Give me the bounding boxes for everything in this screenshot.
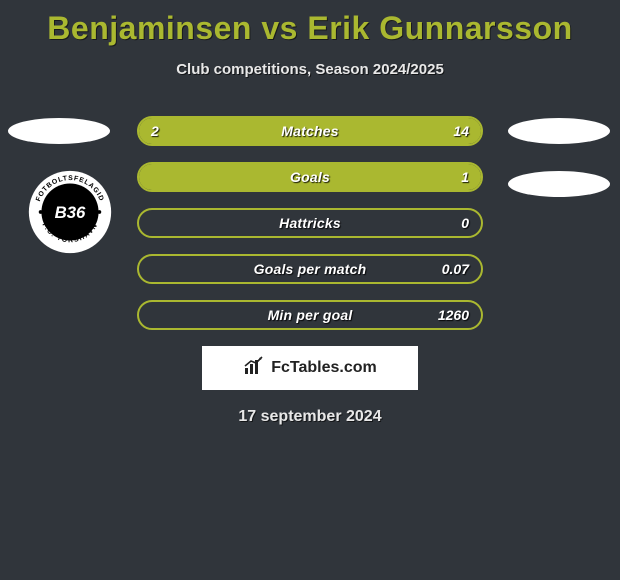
- comparison-block: FOTBOLTSFELAGID F.C. TORSHAVN B36 Matche…: [0, 116, 620, 426]
- stat-row: Goals1: [137, 162, 483, 192]
- stats-list: Matches2 14 Goals1 Hattricks0 Goals per matc…: [137, 116, 483, 330]
- stat-row: Min per goal1260: [137, 300, 483, 330]
- stat-label: Goals: [139, 164, 481, 190]
- page-title: Benjaminsen vs Erik Gunnarsson: [0, 0, 620, 47]
- stat-value-right: 14: [453, 118, 469, 144]
- player-left-badge-placeholder: [8, 118, 110, 144]
- stat-value-right: 0: [461, 210, 469, 236]
- stat-row: Matches2 14: [137, 116, 483, 146]
- stat-row: Goals per match0.07: [137, 254, 483, 284]
- stat-row: Hattricks0: [137, 208, 483, 238]
- club-badge: FOTBOLTSFELAGID F.C. TORSHAVN B36: [28, 170, 112, 254]
- stat-label: Goals per match: [139, 256, 481, 282]
- badge-center-text: B36: [55, 203, 86, 222]
- player-right-badge-placeholder-1: [508, 118, 610, 144]
- player-right-badge-placeholder-2: [508, 171, 610, 197]
- footer-logo-text: FcTables.com: [271, 359, 377, 377]
- subtitle: Club competitions, Season 2024/2025: [0, 61, 620, 78]
- stat-label: Hattricks: [139, 210, 481, 236]
- date-label: 17 september 2024: [0, 408, 620, 426]
- stat-label: Min per goal: [139, 302, 481, 328]
- stat-value-right: 1: [461, 164, 469, 190]
- stat-label: Matches: [139, 118, 481, 144]
- stat-value-right: 1260: [438, 302, 469, 328]
- stat-value-right: 0.07: [442, 256, 469, 282]
- chart-icon: [243, 356, 265, 381]
- stat-value-left: 2: [151, 118, 159, 144]
- footer-logo: FcTables.com: [202, 346, 418, 390]
